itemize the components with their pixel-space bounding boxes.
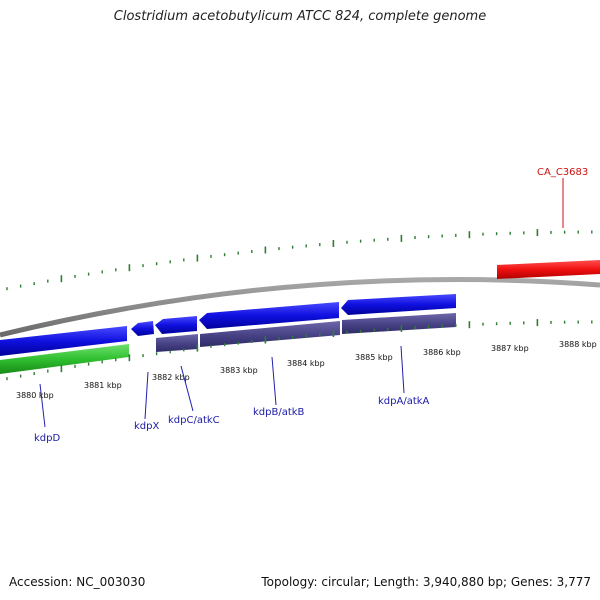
scale-label-3884: 3884 kbp [287,359,325,368]
leader-kdpx [144,371,149,420]
gene-label-kdpc[interactable]: kdpC/atkC [168,415,220,426]
scale-label-3880: 3880 kbp [16,391,54,400]
scale-label-3882: 3882 kbp [152,373,190,382]
inner-tick-row [6,319,593,381]
leader-kdpa [400,345,405,394]
map-title: Clostridium acetobutylicum ATCC 824, com… [113,9,487,24]
scale-label-3886: 3886 kbp [423,348,461,357]
gene-label-kdpb[interactable]: kdpB/atkB [253,407,305,418]
leader-kdpd [39,383,46,428]
scale-label-3881: 3881 kbp [84,381,122,390]
leader-lines [39,345,405,428]
gene-kdpb-arrow [199,302,339,329]
feature-kdpb-purple [200,321,340,347]
scale-label-3887: 3887 kbp [491,344,529,353]
leader-kdpb [271,356,277,406]
leader-kdpc [180,365,194,412]
genome-backbone [0,276,600,338]
gene-ca-c3683-arrow [497,260,600,279]
scale-labels: 3880 kbp 3881 kbp 3882 kbp 3883 kbp 3884… [16,340,597,400]
outer-tick-row [6,229,593,291]
gene-label-kdpd[interactable]: kdpD [34,433,60,444]
scale-label-3888: 3888 kbp [559,340,597,349]
scale-label-3885: 3885 kbp [355,353,393,362]
gene-kdpd-arrow [0,326,127,356]
gene-kdpc-arrow [155,316,197,334]
gene-label-kdpa[interactable]: kdpA/atkA [378,396,430,407]
feature-kdpc-purple [156,334,198,352]
genome-summary-text: Topology: circular; Length: 3,940,880 bp… [261,575,591,589]
scale-label-3883: 3883 kbp [220,366,258,375]
gene-kdpx-arrow [131,321,154,336]
feature-kdpa-purple [342,313,456,334]
gene-label-ca-c3683[interactable]: CA_C3683 [537,167,588,178]
feature-kdpd-green [0,344,129,374]
accession-text: Accession: NC_003030 [9,575,146,589]
gene-kdpa-arrow [341,294,456,315]
gene-label-kdpx[interactable]: kdpX [134,421,159,432]
